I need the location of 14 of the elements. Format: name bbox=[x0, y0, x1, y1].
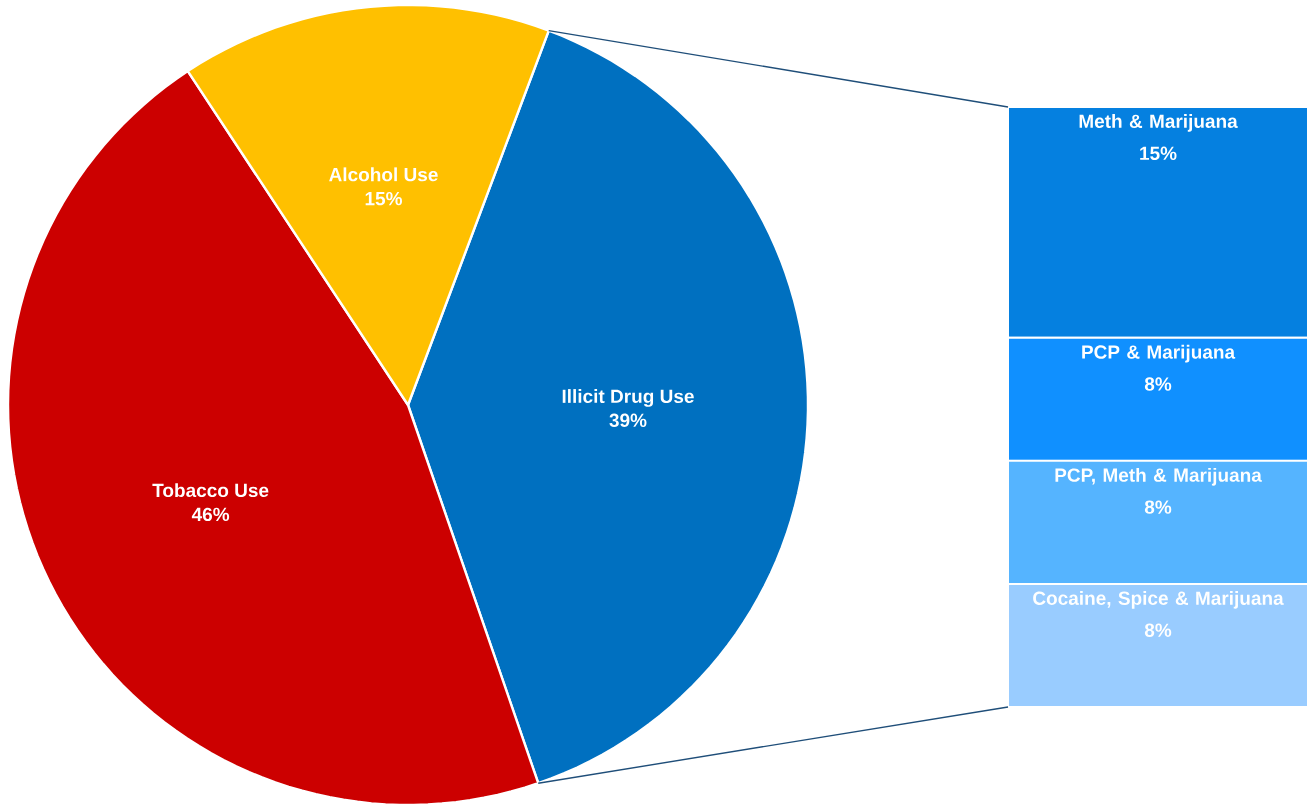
data-label: 8% bbox=[1144, 500, 1172, 514]
series-label: PCP, Meth & Marijuana bbox=[1055, 467, 1262, 486]
slice-label: Tobacco Use bbox=[152, 483, 269, 498]
slice-label: Illicit Drug Use bbox=[562, 389, 694, 407]
data-label: 15% bbox=[365, 191, 403, 206]
series-label: Meth & Marijuana bbox=[1079, 114, 1238, 132]
slice-label: Alcohol Use bbox=[329, 167, 438, 182]
data-label: 39% bbox=[609, 413, 647, 428]
series-label: Cocaine, Spice & Marijuana bbox=[1033, 590, 1284, 609]
data-label: 8% bbox=[1144, 377, 1172, 391]
series-label: PCP & Marijuana bbox=[1082, 344, 1236, 363]
data-label: 46% bbox=[191, 507, 230, 522]
data-label: 8% bbox=[1144, 623, 1172, 637]
data-label: 15% bbox=[1140, 146, 1177, 161]
